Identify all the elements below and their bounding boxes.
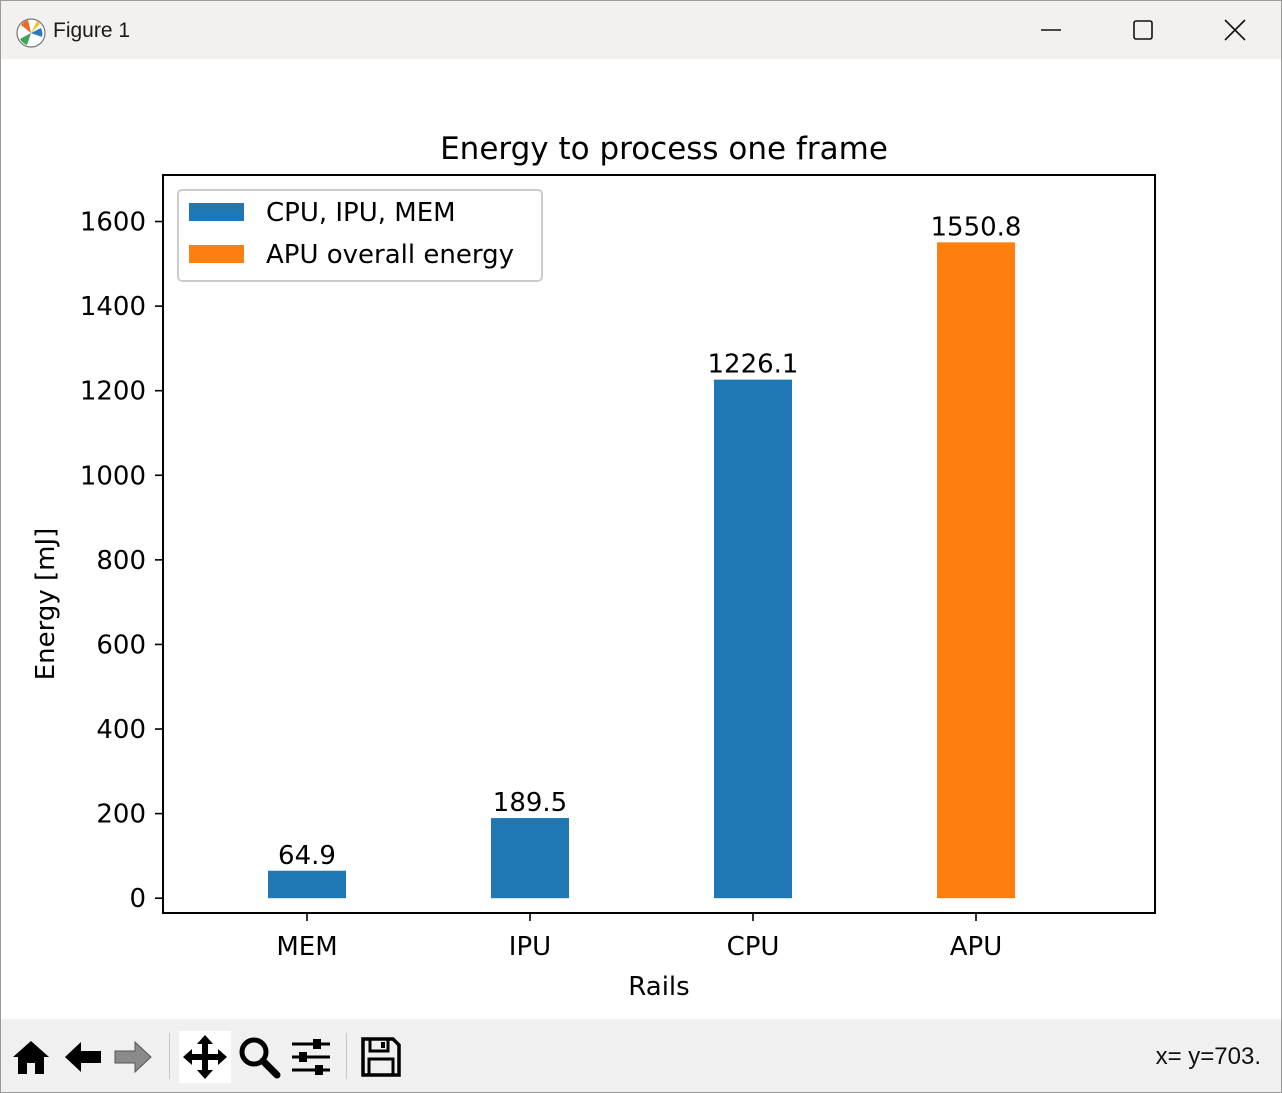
y-tick-label: 600 <box>96 630 146 660</box>
y-tick-label: 1000 <box>80 461 146 491</box>
bar-value-label: 189.5 <box>493 788 567 818</box>
y-tick-label: 1600 <box>80 208 146 238</box>
maximize-icon <box>1133 20 1153 40</box>
y-tick-label: 0 <box>129 884 146 914</box>
pan-icon <box>183 1035 227 1079</box>
zoom-icon <box>239 1037 281 1079</box>
home-button[interactable] <box>5 1031 57 1083</box>
chart-title: Energy to process one frame <box>440 131 888 167</box>
x-axis-label: Rails <box>628 972 689 1002</box>
x-tick-label: MEM <box>276 932 337 962</box>
minimize-icon <box>1041 29 1061 31</box>
bar-chart: Energy to process one frame Rails Energy… <box>31 131 1156 1002</box>
figure-canvas[interactable]: Energy to process one frame Rails Energy… <box>1 59 1281 1019</box>
y-tick-label: 1400 <box>80 292 146 322</box>
close-icon <box>1224 19 1246 41</box>
legend-entry-label: CPU, IPU, MEM <box>266 198 456 228</box>
legend-entry-label: APU overall energy <box>266 240 514 270</box>
close-button[interactable] <box>1189 1 1281 59</box>
navigation-toolbar: x= y=703. <box>1 1019 1281 1092</box>
save-icon <box>361 1037 401 1077</box>
bar-mem <box>268 870 346 899</box>
save-button[interactable] <box>355 1031 407 1083</box>
legend: CPU, IPU, MEM APU overall energy <box>177 189 543 282</box>
pan-button[interactable] <box>179 1031 231 1083</box>
window-title: Figure 1 <box>53 19 131 42</box>
bar-value-label: 1550.8 <box>931 212 1022 242</box>
y-tick-label: 400 <box>96 715 146 745</box>
y-tick-label: 200 <box>96 800 146 830</box>
legend-box <box>177 189 543 282</box>
back-arrow-icon <box>65 1042 101 1072</box>
x-tick-label: APU <box>950 932 1003 962</box>
maximize-button[interactable] <box>1097 1 1189 59</box>
legend-swatch <box>189 203 244 221</box>
toolbar-separator <box>169 1033 170 1079</box>
forward-arrow-icon <box>114 1040 152 1074</box>
zoom-button[interactable] <box>233 1031 285 1083</box>
y-axis-label: Energy [mJ] <box>31 528 61 681</box>
minimize-button[interactable] <box>1005 1 1097 59</box>
y-tick-label: 800 <box>96 546 146 576</box>
bar-value-label: 64.9 <box>278 841 336 871</box>
legend-swatch <box>189 245 244 263</box>
bar-apu <box>937 242 1015 899</box>
x-tick-label: IPU <box>509 932 551 962</box>
cursor-coordinates: x= y=703. <box>1155 1043 1261 1070</box>
title-bar[interactable]: Figure 1 <box>1 1 1281 59</box>
plot-frame <box>162 174 1156 914</box>
configure-subplots-button[interactable] <box>285 1031 337 1083</box>
bar-value-label: 1226.1 <box>708 350 799 380</box>
matplotlib-logo-icon <box>16 18 46 48</box>
configure-subplots-icon <box>292 1039 330 1075</box>
toolbar-separator <box>346 1033 347 1079</box>
bar-cpu <box>714 379 792 899</box>
back-button[interactable] <box>57 1031 109 1083</box>
bar-ipu <box>491 818 569 899</box>
x-tick-label: CPU <box>727 932 780 962</box>
y-tick-label: 1200 <box>80 377 146 407</box>
home-icon <box>13 1041 49 1074</box>
forward-button[interactable] <box>107 1031 159 1083</box>
